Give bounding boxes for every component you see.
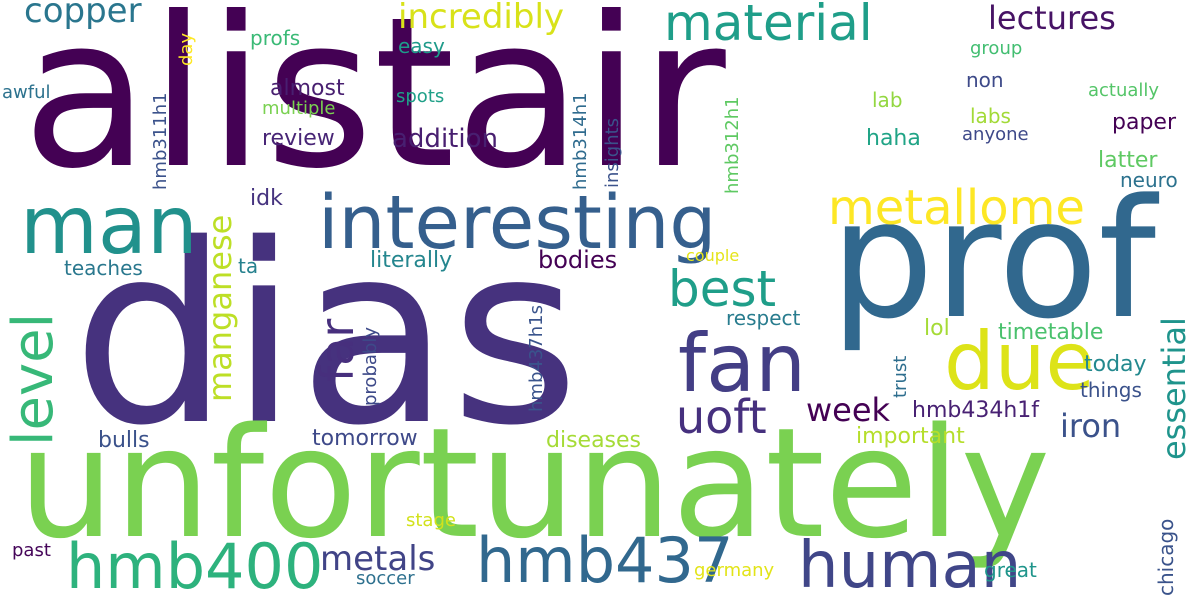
word-ta: ta xyxy=(238,254,259,278)
word-today: today xyxy=(1084,352,1147,377)
word-probably: probably xyxy=(360,327,381,406)
word-hmb311h1: hmb311h1 xyxy=(150,92,171,190)
word-lectures: lectures xyxy=(988,0,1116,37)
word-week: week xyxy=(806,391,891,429)
word-far: far xyxy=(310,318,364,382)
word-fan: fan xyxy=(678,317,806,410)
word-copper: copper xyxy=(24,0,142,31)
word-review: review xyxy=(262,126,335,151)
word-soccer: soccer xyxy=(356,568,415,589)
word-latter: latter xyxy=(1098,148,1158,173)
word-alistair: alistair xyxy=(22,0,726,215)
word-man: man xyxy=(20,179,198,272)
word-stage: stage xyxy=(406,510,456,531)
word-awful: awful xyxy=(2,82,51,103)
word-tomorrow: tomorrow xyxy=(312,426,418,451)
word-bulls: bulls xyxy=(98,428,150,453)
word-metallome: metallome xyxy=(828,180,1085,236)
word-incredibly: incredibly xyxy=(398,0,565,37)
word-great: great xyxy=(984,558,1037,582)
word-due: due xyxy=(944,315,1095,408)
word-hmb400: hmb400 xyxy=(66,530,324,600)
word-manganese: manganese xyxy=(201,214,239,402)
word-hmb437h1s: hmb437h1s xyxy=(526,305,547,412)
word-labs: labs xyxy=(970,104,1011,128)
word-haha: haha xyxy=(866,126,921,151)
word-hmb434h1f: hmb434h1f xyxy=(912,398,1040,423)
word-best: best xyxy=(668,260,777,318)
word-group: group xyxy=(970,38,1023,59)
word-chicago: chicago xyxy=(1154,518,1178,596)
word-non: non xyxy=(966,68,1004,92)
word-bodies: bodies xyxy=(538,246,618,274)
word-literally: literally xyxy=(370,248,453,273)
word-things: things xyxy=(1080,378,1142,402)
word-metals: metals xyxy=(320,539,436,579)
word-diseases: diseases xyxy=(546,428,642,453)
word-profs: profs xyxy=(250,26,301,50)
word-human: human xyxy=(798,529,1022,600)
word-level: level xyxy=(1,312,66,446)
word-almost: almost xyxy=(270,76,345,101)
word-anyone: anyone xyxy=(962,124,1029,145)
word-past: past xyxy=(12,540,51,561)
word-dias: dias xyxy=(72,192,580,480)
word-paper: paper xyxy=(1112,110,1176,135)
word-easy: easy xyxy=(398,34,445,58)
word-neuro: neuro xyxy=(1120,168,1178,192)
word-prof: prof xyxy=(830,164,1156,355)
word-insights: insights xyxy=(602,117,623,188)
word-day: day xyxy=(176,32,197,66)
word-actually: actually xyxy=(1088,80,1160,101)
word-spots: spots xyxy=(396,86,445,107)
word-material: material xyxy=(664,0,873,52)
word-iron: iron xyxy=(1060,407,1122,445)
word-couple: couple xyxy=(686,246,740,265)
word-unfortunately: unfortunately xyxy=(18,395,1051,572)
word-germany: germany xyxy=(694,560,775,581)
word-teaches: teaches xyxy=(64,256,143,280)
word-hmb312h1: hmb312h1 xyxy=(722,96,743,194)
word-idk: idk xyxy=(250,186,283,211)
word-essential: essential xyxy=(1155,317,1193,460)
word-uoft: uoft xyxy=(676,390,767,444)
word-hmb437: hmb437 xyxy=(476,524,734,597)
word-hmb314h1: hmb314h1 xyxy=(570,92,591,190)
word-multiple: multiple xyxy=(262,98,336,119)
word-respect: respect xyxy=(726,306,801,330)
word-important: important xyxy=(856,424,965,449)
word-addition: addition xyxy=(392,124,498,154)
word-lol: lol xyxy=(924,316,950,341)
word-lab: lab xyxy=(872,88,903,112)
word-interesting: interesting xyxy=(318,180,717,266)
word-timetable: timetable xyxy=(998,320,1104,345)
word-trust: trust xyxy=(890,355,911,398)
